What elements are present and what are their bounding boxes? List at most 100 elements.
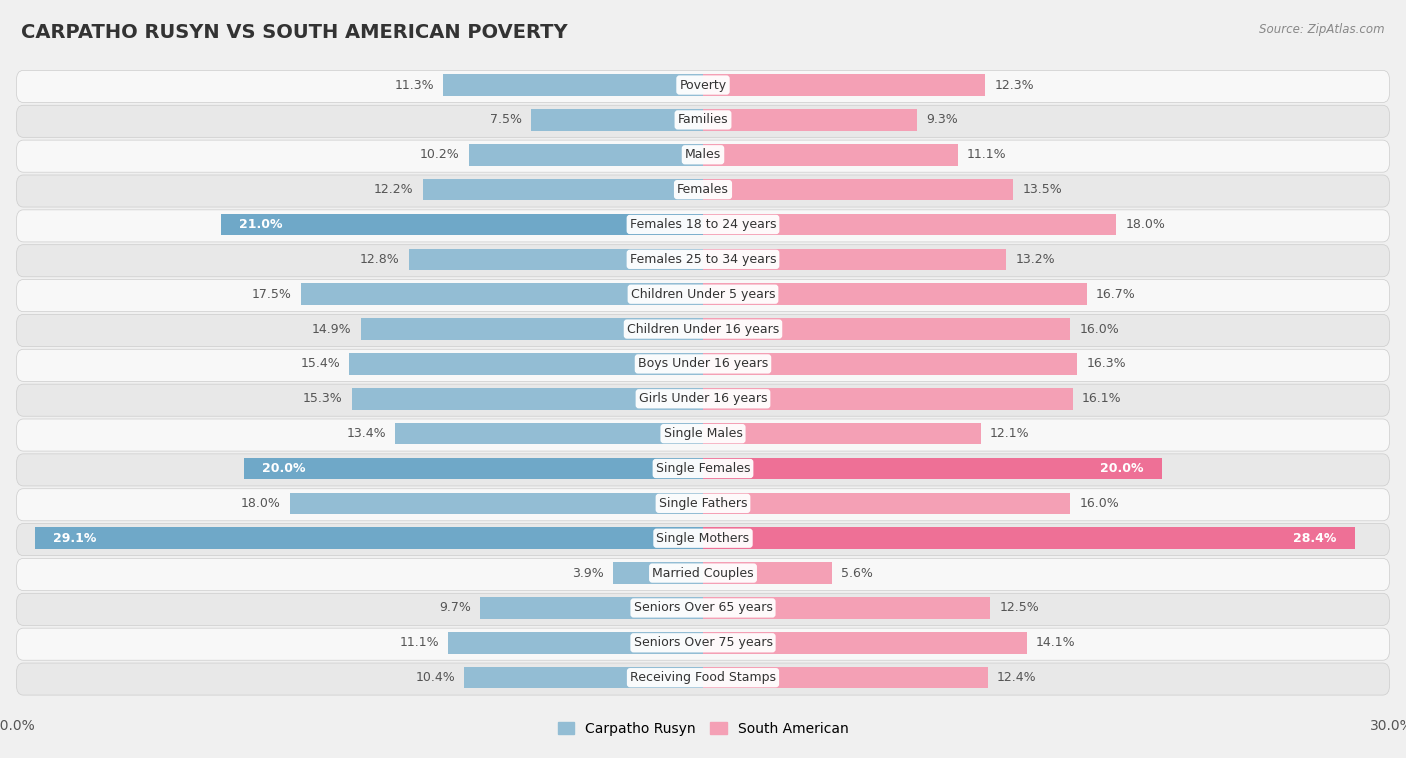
Text: 3.9%: 3.9% [572,566,605,580]
Bar [361,318,703,340]
Text: 16.0%: 16.0% [1080,323,1119,336]
FancyBboxPatch shape [17,559,1389,590]
Text: Married Couples: Married Couples [652,566,754,580]
Text: Seniors Over 65 years: Seniors Over 65 years [634,601,772,615]
Bar [613,562,703,584]
Text: Females 25 to 34 years: Females 25 to 34 years [630,253,776,266]
FancyBboxPatch shape [17,315,1389,346]
Bar [221,214,703,235]
Text: CARPATHO RUSYN VS SOUTH AMERICAN POVERTY: CARPATHO RUSYN VS SOUTH AMERICAN POVERTY [21,23,568,42]
Bar [703,214,1116,235]
Text: 13.2%: 13.2% [1015,253,1054,266]
Bar [703,562,831,584]
Text: Children Under 5 years: Children Under 5 years [631,288,775,301]
Bar [449,632,703,653]
Text: 29.1%: 29.1% [53,531,97,545]
Bar [703,318,1070,340]
Bar [531,109,703,130]
Text: Single Females: Single Females [655,462,751,475]
Bar [703,144,957,165]
Text: 20.0%: 20.0% [1101,462,1144,475]
Text: 12.2%: 12.2% [374,183,413,196]
Text: 10.2%: 10.2% [420,149,460,161]
Text: 9.7%: 9.7% [439,601,471,615]
Text: 12.1%: 12.1% [990,428,1029,440]
Text: 28.4%: 28.4% [1294,531,1337,545]
Bar [243,458,703,479]
Bar [703,388,1073,409]
Text: Single Males: Single Males [664,428,742,440]
Bar [703,109,917,130]
Text: Single Mothers: Single Mothers [657,531,749,545]
Text: Males: Males [685,149,721,161]
Bar [409,249,703,270]
Text: 13.4%: 13.4% [346,428,387,440]
Text: 14.1%: 14.1% [1036,636,1076,650]
Text: 15.3%: 15.3% [302,393,343,406]
Text: Families: Families [678,114,728,127]
Text: Females 18 to 24 years: Females 18 to 24 years [630,218,776,231]
Text: 17.5%: 17.5% [252,288,292,301]
Text: 12.8%: 12.8% [360,253,399,266]
FancyBboxPatch shape [17,175,1389,207]
Text: 21.0%: 21.0% [239,218,283,231]
Bar [703,667,988,688]
Bar [703,597,990,619]
FancyBboxPatch shape [17,140,1389,172]
Bar [703,353,1077,374]
Bar [352,388,703,409]
Bar [301,283,703,305]
Bar [703,74,986,96]
Text: 11.1%: 11.1% [967,149,1007,161]
FancyBboxPatch shape [17,454,1389,486]
Text: Girls Under 16 years: Girls Under 16 years [638,393,768,406]
Text: 11.1%: 11.1% [399,636,439,650]
FancyBboxPatch shape [17,349,1389,381]
Text: 7.5%: 7.5% [489,114,522,127]
FancyBboxPatch shape [17,489,1389,521]
Text: 16.3%: 16.3% [1087,358,1126,371]
FancyBboxPatch shape [17,245,1389,277]
Text: 12.5%: 12.5% [1000,601,1039,615]
Text: 10.4%: 10.4% [415,671,456,684]
FancyBboxPatch shape [17,419,1389,451]
Bar [703,283,1087,305]
Text: 9.3%: 9.3% [925,114,957,127]
Text: 18.0%: 18.0% [240,496,280,510]
Text: 14.9%: 14.9% [312,323,352,336]
Bar [395,423,703,444]
Text: Receiving Food Stamps: Receiving Food Stamps [630,671,776,684]
Bar [35,528,703,549]
Bar [703,423,981,444]
Text: 11.3%: 11.3% [395,79,434,92]
FancyBboxPatch shape [17,70,1389,102]
Bar [703,458,1163,479]
Bar [703,528,1355,549]
Bar [703,493,1070,514]
Text: 16.1%: 16.1% [1083,393,1122,406]
Bar [481,597,703,619]
Bar [703,249,1007,270]
FancyBboxPatch shape [17,628,1389,660]
FancyBboxPatch shape [17,105,1389,137]
Text: 12.3%: 12.3% [994,79,1035,92]
Text: Single Fathers: Single Fathers [659,496,747,510]
Text: 5.6%: 5.6% [841,566,873,580]
Text: 15.4%: 15.4% [301,358,340,371]
Bar [703,632,1026,653]
FancyBboxPatch shape [17,210,1389,242]
Text: 20.0%: 20.0% [262,462,305,475]
Text: 12.4%: 12.4% [997,671,1036,684]
Bar [464,667,703,688]
Text: Children Under 16 years: Children Under 16 years [627,323,779,336]
FancyBboxPatch shape [17,594,1389,625]
FancyBboxPatch shape [17,384,1389,416]
Bar [423,179,703,200]
Text: 13.5%: 13.5% [1022,183,1062,196]
Text: 16.7%: 16.7% [1095,288,1136,301]
Text: Seniors Over 75 years: Seniors Over 75 years [634,636,772,650]
Text: Source: ZipAtlas.com: Source: ZipAtlas.com [1260,23,1385,36]
Text: Females: Females [678,183,728,196]
FancyBboxPatch shape [17,280,1389,312]
Bar [290,493,703,514]
